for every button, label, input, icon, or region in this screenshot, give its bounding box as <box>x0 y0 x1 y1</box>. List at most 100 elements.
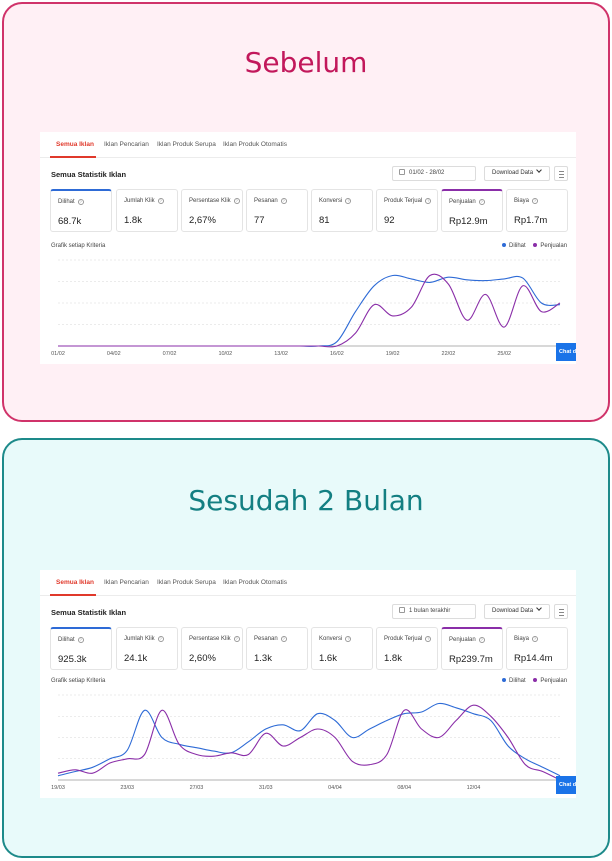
panel-after: Sesudah 2 Bulan Semua Iklan Iklan Pencar… <box>2 438 610 858</box>
metric-value: Rp14.4m <box>514 653 553 664</box>
chevron-down-icon <box>536 167 542 173</box>
legend-penjualan: Penjualan <box>533 243 567 249</box>
chat-button[interactable]: Chat d <box>556 343 576 361</box>
tab-iklan-produk-serupa[interactable]: Iklan Produk Serupa <box>157 579 216 586</box>
ads-stats-card: Semua Iklan Iklan Pencarian Iklan Produk… <box>40 570 576 798</box>
metric-pesanan[interactable]: Pesanan? 77 <box>246 189 308 232</box>
metric-label: Dilihat <box>58 637 75 643</box>
tab-iklan-produk-otomatis[interactable]: Iklan Produk Otomatis <box>223 579 287 586</box>
x-tick-label: 23/03 <box>120 785 134 791</box>
x-tick-label: 25/02 <box>497 351 511 357</box>
x-tick-label: 04/02 <box>107 351 121 357</box>
metric-value: 1.6k <box>319 653 337 664</box>
legend-label: Penjualan <box>540 678 568 684</box>
metric-value: 81 <box>319 215 330 226</box>
series-line-penjualan <box>57 704 561 781</box>
metric-jumlah-klik[interactable]: Jumlah Klik? 24.1k <box>116 627 178 670</box>
x-tick-label: 07/02 <box>163 351 177 357</box>
x-tick-label: 19/03 <box>51 785 65 791</box>
metric-label: Konversi <box>319 636 343 642</box>
metric-value: Rp239.7m <box>449 654 493 665</box>
x-tick-label: 12/04 <box>467 785 481 791</box>
help-icon: ? <box>77 199 84 205</box>
chart-label: Grafik setiap Kriteria <box>51 678 106 684</box>
metric-label: Penjualan <box>449 199 476 205</box>
line-chart: 01/02 04/02 07/02 10/02 13/02 16/02 19/02 22/02… <box>51 259 561 357</box>
calendar-icon <box>399 169 405 175</box>
chart-legend: Dilihat Penjualan <box>502 243 567 249</box>
metric-persentase-klik[interactable]: Persentase Klik? 2,67% <box>181 189 243 232</box>
tab-iklan-pencarian[interactable]: Iklan Pencarian <box>104 579 149 586</box>
metric-value: 24.1k <box>124 653 148 664</box>
tab-iklan-pencarian[interactable]: Iklan Pencarian <box>104 141 149 148</box>
metric-jumlah-klik[interactable]: Jumlah Klik? 1.8k <box>116 189 178 232</box>
metric-value: 1.8k <box>124 215 142 226</box>
metric-value: 77 <box>254 215 265 226</box>
download-data-button[interactable]: Download Data <box>484 166 550 181</box>
help-icon: ? <box>77 637 84 643</box>
legend-dilihat: Dilihat <box>502 678 526 684</box>
metric-biaya[interactable]: Biaya? Rp1.7m <box>506 189 568 232</box>
x-tick-label: 10/02 <box>218 351 232 357</box>
metric-label: Jumlah Klik <box>124 198 155 204</box>
date-range-value: 01/02 - 28/02 <box>409 170 445 176</box>
metric-value: Rp1.7m <box>514 215 548 226</box>
metric-konversi[interactable]: Konversi? 81 <box>311 189 373 232</box>
metric-label: Biaya <box>514 198 530 204</box>
series-line-penjualan <box>58 273 561 348</box>
tab-bar: Semua Iklan Iklan Pencarian Iklan Produk… <box>40 132 576 158</box>
metric-penjualan[interactable]: Penjualan? Rp12.9m <box>441 189 503 232</box>
download-data-button[interactable]: Download Data <box>484 604 550 619</box>
metric-dilihat[interactable]: Dilihat? 68.7k <box>50 189 112 232</box>
x-tick-label: 19/02 <box>386 351 400 357</box>
help-icon: ? <box>157 636 164 642</box>
x-tick-label: 08/04 <box>397 785 411 791</box>
download-data-label: Download Data <box>492 170 534 176</box>
series-line-dilihat <box>58 274 561 347</box>
column-menu-button[interactable] <box>554 166 568 181</box>
metric-value: 68.7k <box>58 216 82 227</box>
panel-before: Sebelum Semua Iklan Iklan Pencarian Ikla… <box>2 2 610 422</box>
x-tick-label: 01/02 <box>51 351 65 357</box>
active-tab-indicator <box>50 156 96 158</box>
column-menu-button[interactable] <box>554 604 568 619</box>
metric-produk-terjual[interactable]: Produk Terjual? 1.8k <box>376 627 438 670</box>
tab-iklan-produk-serupa[interactable]: Iklan Produk Serupa <box>157 141 216 148</box>
metric-value: Rp12.9m <box>449 216 488 227</box>
active-tab-indicator <box>50 594 96 596</box>
help-icon: ? <box>478 637 485 643</box>
metric-pesanan[interactable]: Pesanan? 1.3k <box>246 627 308 670</box>
help-icon: ? <box>425 636 432 642</box>
metric-persentase-klik[interactable]: Persentase Klik? 2,60% <box>181 627 243 670</box>
section-title: Semua Statistik Iklan <box>51 608 127 617</box>
help-icon: ? <box>345 636 352 642</box>
metric-produk-terjual[interactable]: Produk Terjual? 92 <box>376 189 438 232</box>
metric-konversi[interactable]: Konversi? 1.6k <box>311 627 373 670</box>
help-icon: ? <box>478 199 485 205</box>
metric-dilihat[interactable]: Dilihat? 925.3k <box>50 627 112 670</box>
date-range-value: 1 bulan terakhir <box>409 608 451 614</box>
tab-iklan-produk-otomatis[interactable]: Iklan Produk Otomatis <box>223 141 287 148</box>
x-tick-label: 13/02 <box>274 351 288 357</box>
date-range-picker[interactable]: 01/02 - 28/02 <box>392 166 476 181</box>
metric-label: Pesanan <box>254 636 278 642</box>
metric-biaya[interactable]: Biaya? Rp14.4m <box>506 627 568 670</box>
tab-semua-iklan[interactable]: Semua Iklan <box>56 579 94 586</box>
metric-label: Produk Terjual <box>384 636 423 642</box>
help-icon: ? <box>157 198 164 204</box>
x-tick-label: 04/04 <box>328 785 342 791</box>
help-icon: ? <box>233 198 240 204</box>
help-icon: ? <box>425 198 432 204</box>
chart-label: Grafik setiap Kriteria <box>51 243 106 249</box>
panel-heading: Sebelum <box>244 46 368 79</box>
legend-penjualan: Penjualan <box>533 678 567 684</box>
metric-value: 2,60% <box>189 653 216 664</box>
legend-label: Dilihat <box>509 243 526 249</box>
series-line-dilihat <box>57 702 561 777</box>
section-title: Semua Statistik Iklan <box>51 170 127 179</box>
chat-button[interactable]: Chat d <box>556 776 576 794</box>
tab-semua-iklan[interactable]: Semua Iklan <box>56 141 94 148</box>
date-range-picker[interactable]: 1 bulan terakhir <box>392 604 476 619</box>
metric-penjualan[interactable]: Penjualan? Rp239.7m <box>441 627 503 670</box>
x-tick-label: 27/03 <box>190 785 204 791</box>
